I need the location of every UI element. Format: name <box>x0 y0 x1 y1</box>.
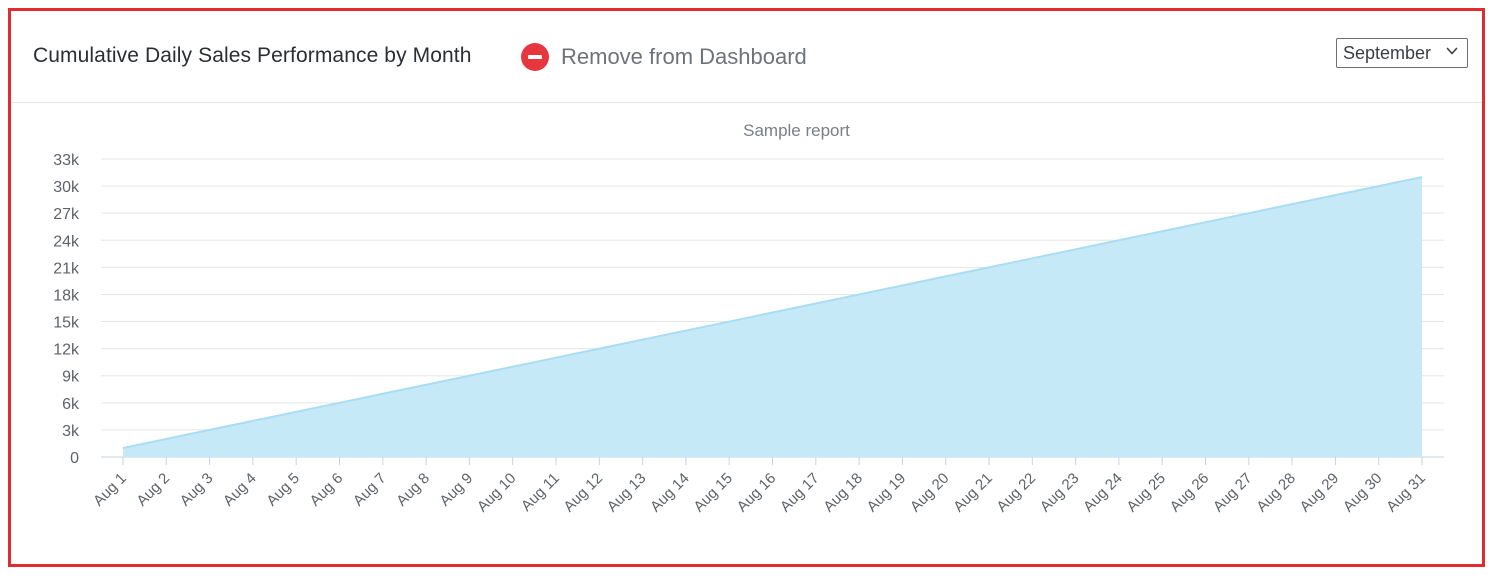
data-point <box>1205 221 1207 223</box>
data-point <box>122 447 124 449</box>
x-tick-label: Aug 16 <box>734 470 780 516</box>
y-tick-label: 15k <box>53 315 80 332</box>
chart-widget: Cumulative Daily Sales Performance by Mo… <box>8 8 1485 567</box>
data-point <box>1031 257 1033 259</box>
y-tick-label: 24k <box>53 233 80 250</box>
data-point <box>772 312 774 314</box>
x-tick-label: Aug 29 <box>1297 470 1343 516</box>
data-point <box>1118 239 1120 241</box>
y-tick-label: 27k <box>53 206 80 223</box>
data-point <box>728 321 730 323</box>
minus-circle-icon <box>521 43 549 71</box>
x-tick-label: Aug 7 <box>350 470 390 510</box>
x-tick-label: Aug 6 <box>307 470 347 510</box>
data-point <box>555 357 557 359</box>
x-tick-label: Aug 13 <box>604 470 650 516</box>
data-point <box>945 275 947 277</box>
chart-area: Sample report 0 3k 6k 9k 12k 15k 18k 21k 24k 27k 30… <box>11 103 1482 564</box>
data-point <box>1378 185 1380 187</box>
x-tick-label: Aug 8 <box>393 470 433 510</box>
data-point <box>598 348 600 350</box>
x-tick-label: Aug 3 <box>177 470 217 510</box>
chevron-down-icon <box>1446 47 1458 55</box>
data-point <box>295 411 297 413</box>
x-tick-label: Aug 31 <box>1383 470 1429 516</box>
x-tick-label: Aug 27 <box>1210 470 1256 516</box>
y-tick-label: 33k <box>53 152 80 169</box>
x-tick-label: Aug 15 <box>690 470 736 516</box>
remove-from-dashboard-label: Remove from Dashboard <box>561 44 807 69</box>
data-point <box>1421 176 1423 178</box>
x-tick-label: Aug 19 <box>864 470 910 516</box>
x-tick-label: Aug 17 <box>777 470 823 516</box>
x-tick-label: Aug 4 <box>220 470 260 510</box>
remove-from-dashboard-button[interactable]: Remove from Dashboard <box>521 40 807 74</box>
data-point <box>252 420 254 422</box>
x-tick-label: Aug 20 <box>907 470 953 516</box>
x-tick-label: Aug 12 <box>560 470 606 516</box>
chart-title: Sample report <box>743 121 850 140</box>
data-point <box>1075 248 1077 250</box>
x-tick-label: Aug 10 <box>474 470 520 516</box>
x-tick-label: Aug 1 <box>90 470 130 510</box>
area-chart: Sample report 0 3k 6k 9k 12k 15k 18k 21k 24k 27k 30… <box>53 121 1444 516</box>
y-tick-label: 0 <box>70 450 79 467</box>
x-tick-label: Aug 28 <box>1253 470 1299 516</box>
y-tick-label: 30k <box>53 179 80 196</box>
month-select[interactable]: September <box>1336 38 1468 68</box>
month-select-value: September <box>1343 42 1432 63</box>
x-tick-label: Aug 9 <box>436 470 476 510</box>
x-tick-label: Aug 2 <box>133 470 173 510</box>
y-tick-label: 3k <box>62 423 80 440</box>
data-point <box>901 284 903 286</box>
sales-line <box>122 176 1423 449</box>
x-tick-label: Aug 5 <box>263 470 303 510</box>
data-point <box>642 339 644 341</box>
data-point <box>988 266 990 268</box>
widget-header: Cumulative Daily Sales Performance by Mo… <box>11 11 1482 103</box>
x-tick-label: Aug 24 <box>1080 470 1126 516</box>
data-point <box>685 330 687 332</box>
x-tick-label: Aug 18 <box>820 470 866 516</box>
data-point <box>1248 212 1250 214</box>
data-point <box>512 366 514 368</box>
x-tick-label: Aug 25 <box>1123 470 1169 516</box>
data-point <box>858 293 860 295</box>
x-tick-label: Aug 26 <box>1167 470 1213 516</box>
widget-title: Cumulative Daily Sales Performance by Mo… <box>33 44 472 67</box>
y-tick-label: 18k <box>53 287 80 304</box>
data-point <box>1291 203 1293 205</box>
x-tick-label: Aug 14 <box>647 470 693 516</box>
data-point <box>1334 194 1336 196</box>
y-tick-label: 12k <box>53 342 80 359</box>
x-tick-label: Aug 23 <box>1037 470 1083 516</box>
data-point <box>425 384 427 386</box>
data-point <box>815 302 817 304</box>
data-point <box>1161 230 1163 232</box>
data-point <box>165 438 167 440</box>
x-tick-label: Aug 22 <box>993 470 1039 516</box>
data-point <box>339 402 341 404</box>
x-tick-label: Aug 11 <box>518 470 563 515</box>
data-point <box>209 429 211 431</box>
x-tick-label: Aug 30 <box>1340 470 1386 516</box>
y-tick-label: 9k <box>62 369 80 386</box>
sales-area <box>123 177 1422 457</box>
y-tick-label: 6k <box>62 396 80 413</box>
x-tick-label: Aug 21 <box>950 470 996 516</box>
data-point <box>382 393 384 395</box>
data-point <box>468 375 470 377</box>
y-tick-label: 21k <box>53 260 80 277</box>
